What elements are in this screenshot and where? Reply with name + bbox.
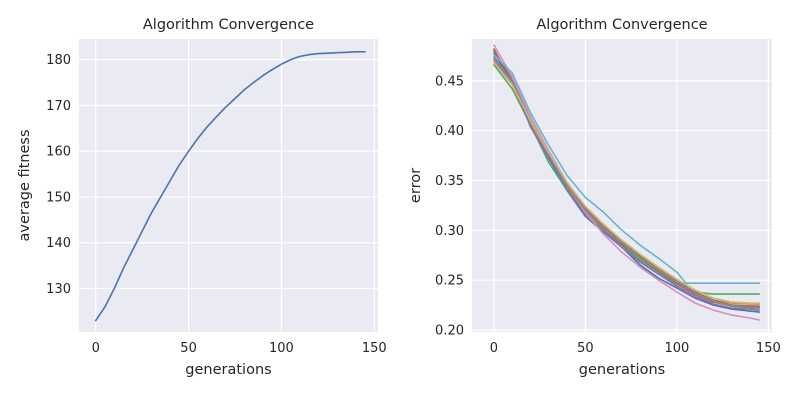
y-axis-label: average fitness — [17, 129, 33, 241]
series-line-9 — [493, 62, 760, 304]
x-axis-label: generations — [579, 362, 665, 378]
y-tick-label: 140 — [46, 236, 71, 251]
y-tick-label: 160 — [46, 145, 71, 160]
x-tick-label: 50 — [577, 341, 594, 356]
y-tick-label: 0.35 — [435, 174, 464, 189]
y-tick-label: 180 — [46, 53, 71, 68]
y-axis-label: error — [408, 168, 424, 203]
x-tick-label: 0 — [92, 341, 100, 356]
y-tick-label: 0.40 — [435, 124, 464, 139]
y-tick-label: 0.20 — [435, 324, 464, 339]
chart-error: 0 50 100 150 0.20 0.25 0.30 0.35 0.40 0.45 Algori… — [408, 17, 781, 378]
x-tick-label: 150 — [756, 341, 781, 356]
series-line-10 — [493, 54, 760, 284]
x-tick-label: 0 — [490, 341, 498, 356]
plot-area — [79, 39, 378, 332]
series-layer — [94, 51, 366, 322]
x-tick-label: 50 — [180, 341, 197, 356]
series-line-1 — [94, 51, 366, 322]
y-tick-label: 170 — [46, 99, 71, 114]
x-tick-label: 100 — [269, 341, 294, 356]
chart-average-fitness: 0 50 100 150 130 140 150 160 170 180 Algorithm Co… — [17, 17, 387, 378]
x-tick-label: 100 — [664, 341, 689, 356]
x-tick-label: 150 — [362, 341, 387, 356]
tick-labels: 0 50 100 150 0.20 0.25 0.30 0.35 0.40 0.45 — [435, 74, 781, 356]
series-line-5 — [493, 56, 760, 311]
y-tick-label: 150 — [46, 190, 71, 205]
x-axis-label: generations — [185, 362, 271, 378]
tick-labels: 0 50 100 150 130 140 150 160 170 180 — [46, 53, 387, 356]
y-tick-label: 0.30 — [435, 224, 464, 239]
chart-title: Algorithm Convergence — [143, 17, 314, 33]
grid-lines — [79, 39, 378, 332]
y-tick-label: 0.25 — [435, 274, 464, 289]
y-tick-label: 130 — [46, 282, 71, 297]
y-tick-label: 0.45 — [435, 74, 464, 89]
series-line-7 — [493, 44, 760, 321]
chart-title: Algorithm Convergence — [536, 17, 707, 33]
series-layer — [493, 44, 760, 321]
